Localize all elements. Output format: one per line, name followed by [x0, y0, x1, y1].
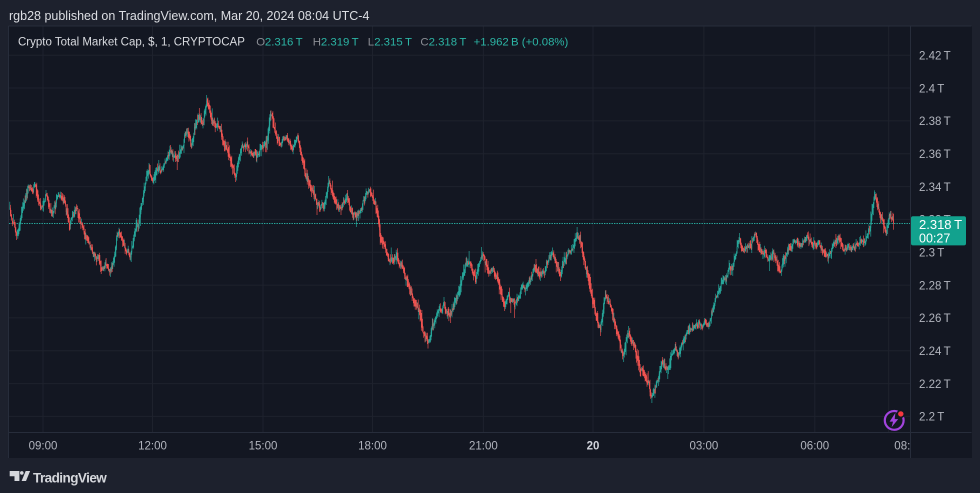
svg-text:08:: 08:: [894, 441, 910, 453]
svg-text:2.2 T: 2.2 T: [919, 412, 944, 424]
svg-text:2.42 T: 2.42 T: [919, 51, 951, 63]
svg-text:2.318 T: 2.318 T: [429, 37, 467, 49]
svg-text:L: L: [368, 37, 374, 49]
svg-text:2.319 T: 2.319 T: [321, 37, 359, 49]
svg-text:Crypto Total Market Cap, $, 1,: Crypto Total Market Cap, $, 1, CRYPTOCAP: [18, 37, 245, 49]
svg-text:18:00: 18:00: [358, 441, 387, 453]
svg-text:20: 20: [587, 441, 600, 453]
svg-text:O: O: [256, 37, 265, 49]
svg-text:C: C: [420, 37, 428, 49]
svg-text:15:00: 15:00: [249, 441, 278, 453]
svg-text:2.34 T: 2.34 T: [919, 182, 951, 194]
svg-text:2.36 T: 2.36 T: [919, 149, 951, 161]
svg-text:2.316 T: 2.316 T: [265, 37, 303, 49]
svg-text:2.24 T: 2.24 T: [919, 346, 951, 358]
svg-text:2.3 T: 2.3 T: [919, 248, 944, 260]
svg-text:2.38 T: 2.38 T: [919, 116, 951, 128]
svg-text:12:00: 12:00: [138, 441, 167, 453]
svg-text:2.318 T: 2.318 T: [919, 217, 962, 232]
svg-text:rgb28 published on TradingView: rgb28 published on TradingView.com, Mar …: [9, 9, 369, 23]
svg-text:2.315 T: 2.315 T: [374, 37, 412, 49]
svg-text:2.26 T: 2.26 T: [919, 313, 951, 325]
svg-text:TradingView: TradingView: [33, 471, 107, 486]
svg-text:2.22 T: 2.22 T: [919, 379, 951, 391]
svg-text:09:00: 09:00: [29, 441, 58, 453]
svg-text:H: H: [313, 37, 321, 49]
svg-text:2.4 T: 2.4 T: [919, 83, 944, 95]
svg-text:+1.962 B (+0.08%): +1.962 B (+0.08%): [474, 37, 569, 49]
svg-text:00:27: 00:27: [919, 232, 950, 246]
svg-text:06:00: 06:00: [800, 441, 829, 453]
svg-text:21:00: 21:00: [469, 441, 498, 453]
svg-text:03:00: 03:00: [690, 441, 719, 453]
svg-text:2.28 T: 2.28 T: [919, 280, 951, 292]
